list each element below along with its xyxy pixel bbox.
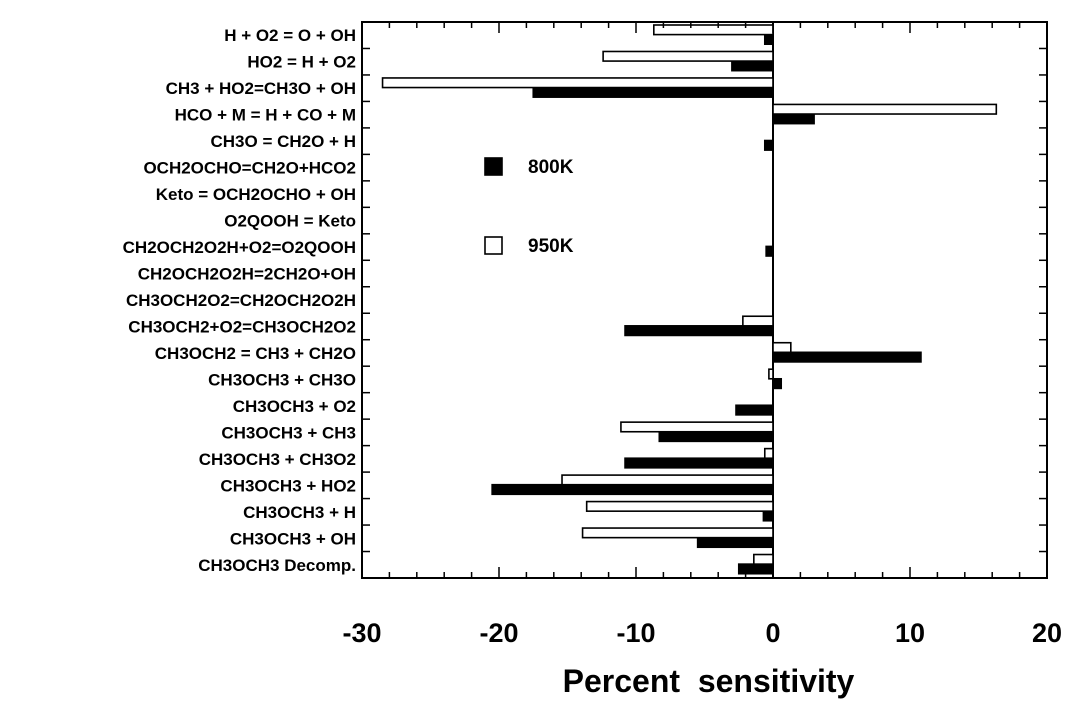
bar-800k	[763, 33, 774, 45]
bar-800k	[762, 510, 774, 522]
bar-950k	[561, 474, 774, 486]
bar-800k	[735, 404, 774, 416]
bar-950k	[381, 77, 774, 89]
category-label: CH3OCH2+O2=CH3OCH2O2	[128, 317, 356, 336]
category-label: CH3OCH3 + CH3O	[208, 370, 356, 389]
bar-800k	[491, 483, 774, 496]
x-tick-label: -30	[342, 618, 381, 648]
bar-800k	[772, 351, 922, 363]
category-label: CH3OCH3 Decomp.	[198, 556, 356, 575]
bar-950k	[653, 24, 774, 36]
bar-800k	[737, 563, 774, 575]
bar-800k	[658, 430, 774, 443]
category-label: CH3 + HO2=CH3O + OH	[166, 79, 356, 98]
x-tick-label: 20	[1032, 618, 1062, 648]
bar-950k	[763, 447, 774, 460]
category-label: O2QOOH = Keto	[224, 212, 356, 231]
bar-800k	[696, 536, 774, 549]
category-label: CH3OCH3 + CH3O2	[199, 450, 356, 469]
category-label: H + O2 = O + OH	[224, 26, 356, 45]
bar-950k	[768, 368, 774, 380]
bar-950k	[581, 527, 774, 539]
category-label: OCH2OCHO=CH2O+HCO2	[143, 159, 356, 178]
category-label: CH3OCH2 = CH3 + CH2O	[155, 344, 356, 363]
legend-label-950k: 950K	[528, 236, 574, 257]
legend-label-800k: 800K	[528, 157, 574, 178]
bar-950k	[585, 500, 774, 512]
bar-950k	[772, 341, 792, 354]
legend-swatch-950k	[484, 236, 503, 255]
bar-800k	[624, 457, 774, 469]
x-tick-label: -10	[616, 618, 655, 648]
x-axis-title: Percent sensitivity	[563, 663, 855, 699]
bar-800k	[763, 139, 774, 151]
bar-800k	[532, 86, 774, 98]
category-label: CH3OCH3 + H	[243, 503, 356, 522]
category-label: CH2OCH2O2H+O2=O2QOOH	[123, 238, 356, 257]
category-label: CH2OCH2O2H=2CH2O+OH	[138, 265, 356, 284]
x-tick-label: 0	[765, 618, 780, 648]
x-tick-label: -20	[479, 618, 518, 648]
bar-800k	[765, 245, 774, 257]
bar-800k	[772, 113, 815, 125]
category-label: HCO + M = H + CO + M	[175, 106, 356, 125]
x-tick-label: 10	[895, 618, 925, 648]
bar-950k	[753, 553, 774, 565]
category-label: Keto = OCH2OCHO + OH	[156, 185, 356, 204]
category-label: CH3OCH3 + OH	[230, 529, 356, 548]
bar-950k	[620, 421, 774, 433]
category-label: HO2 = H + O2	[247, 53, 356, 72]
category-label: CH3OCH3 + O2	[233, 397, 356, 416]
category-label: CH3O = CH2O + H	[211, 132, 357, 151]
plot-frame	[361, 21, 1048, 579]
category-label: CH3OCH3 + CH3	[221, 423, 356, 442]
bar-800k	[772, 377, 783, 390]
bar-800k	[624, 325, 774, 337]
bar-800k	[731, 60, 774, 72]
category-label: CH3OCH3 + HO2	[220, 476, 356, 495]
bar-950k	[602, 50, 774, 62]
bar-950k	[772, 103, 998, 115]
legend-swatch-800k	[484, 157, 503, 176]
bar-950k	[742, 315, 774, 327]
category-label: CH3OCH2O2=CH2OCH2O2H	[126, 291, 356, 310]
